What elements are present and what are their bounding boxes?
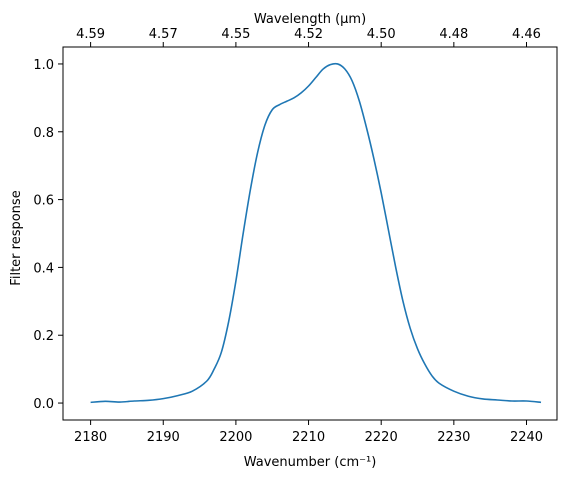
x-tick-label: 2220	[365, 430, 398, 445]
top-x-tick-label: 4.50	[367, 27, 396, 42]
y-tick-label: 0.6	[33, 194, 54, 209]
y-axis-label: Filter response	[9, 190, 24, 285]
plot-frame	[62, 46, 558, 421]
top-x-tick-label: 4.48	[439, 27, 468, 42]
y-tick-label: 0.0	[33, 397, 54, 412]
y-tick-label: 0.4	[33, 261, 54, 276]
top-x-tick-label: 4.59	[76, 27, 105, 42]
x-axis-label: Wavenumber (cm⁻¹)	[244, 455, 377, 470]
x-tick-label: 2240	[510, 430, 543, 445]
x-tick-label: 2200	[219, 430, 252, 445]
y-tick-label: 0.8	[33, 126, 54, 141]
series-line	[90, 62, 542, 404]
top-x-tick-label: 4.55	[221, 27, 250, 42]
y-tick-label: 0.2	[33, 329, 54, 344]
x-tick-label: 2180	[74, 430, 107, 445]
top-x-axis-label: Wavelength (μm)	[254, 12, 366, 27]
plot-area-background	[63, 47, 557, 420]
x-tick-label: 2230	[437, 430, 470, 445]
top-x-tick-label: 4.57	[149, 27, 178, 42]
y-axis: 0.0 0.2 0.4 0.6 0.8 1.0	[33, 58, 63, 412]
x-tick-label: 2190	[147, 430, 180, 445]
y-tick-label: 1.0	[33, 58, 54, 73]
top-x-tick-label: 4.46	[512, 27, 541, 42]
x-axis: 2180 2190 2200 2210 2220 2230 2240	[74, 420, 543, 445]
top-x-axis: 4.59 4.57 4.55 4.52 4.50 4.48 4.46	[76, 27, 541, 47]
x-tick-label: 2210	[292, 430, 325, 445]
top-x-tick-label: 4.52	[294, 27, 323, 42]
